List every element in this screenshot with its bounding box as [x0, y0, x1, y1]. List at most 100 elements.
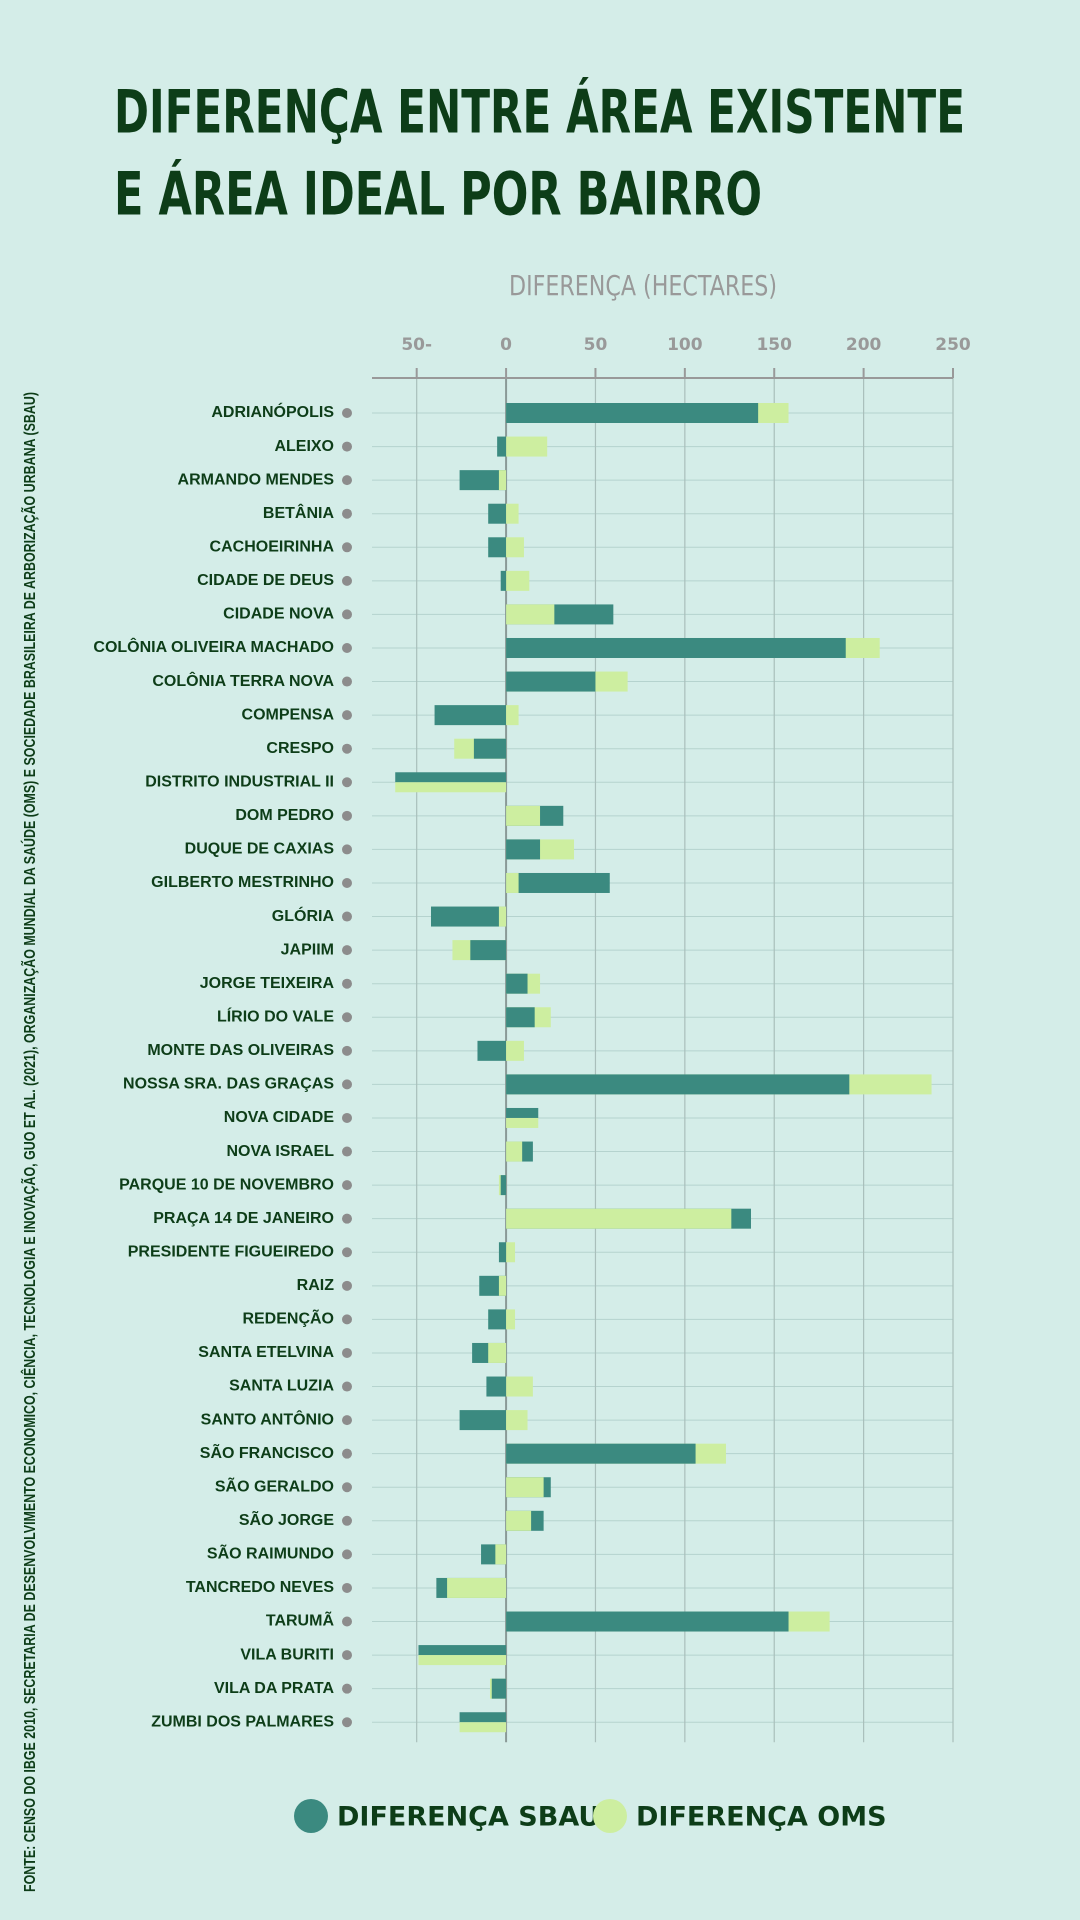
- legend-swatch: [294, 1799, 328, 1833]
- bar: [506, 1376, 533, 1397]
- bar: [491, 1678, 507, 1699]
- category-dot: [342, 1650, 352, 1661]
- x-tick-label: 100: [667, 335, 703, 355]
- bar: [506, 973, 528, 994]
- category-dot: [342, 1280, 352, 1291]
- bar: [395, 782, 507, 793]
- bar: [470, 940, 507, 961]
- category-label: SÃO GERALDO: [215, 1475, 334, 1495]
- category-dot: [342, 1112, 352, 1123]
- category-dot: [342, 609, 352, 620]
- category-label: CIDADE DE DEUS: [197, 572, 334, 589]
- category-dot: [342, 1180, 352, 1191]
- category-dot: [342, 508, 352, 519]
- category-label: REDENÇÃO: [242, 1308, 334, 1328]
- category-dot: [342, 1448, 352, 1459]
- category-dot: [342, 810, 352, 821]
- category-dot: [342, 911, 352, 922]
- category-dot: [342, 575, 352, 586]
- bar: [506, 705, 519, 726]
- category-label: CRESPO: [266, 740, 334, 757]
- x-tick-label: 250: [935, 335, 971, 355]
- bar: [506, 1309, 516, 1330]
- category-dot: [342, 1247, 352, 1258]
- category-label: LÍRIO DO VALE: [217, 1006, 334, 1025]
- bar: [506, 1510, 532, 1531]
- category-label: JORGE TEIXEIRA: [200, 975, 335, 992]
- category-label: RAIZ: [297, 1277, 335, 1294]
- category-label: ARMANDO MENDES: [178, 471, 335, 488]
- category-dot: [342, 945, 352, 956]
- category-dot: [342, 676, 352, 687]
- category-dot: [342, 1683, 352, 1694]
- bar: [506, 1074, 850, 1095]
- category-dot: [342, 542, 352, 553]
- axis-title: DIFERENÇA (HECTARES): [509, 269, 777, 302]
- category-label: MONTE DAS OLIVEIRAS: [147, 1042, 334, 1059]
- category-dot: [342, 1415, 352, 1426]
- category-dot: [342, 1616, 352, 1627]
- category-dot: [342, 710, 352, 721]
- category-label: DISTRITO INDUSTRIAL II: [145, 773, 334, 790]
- category-label: COLÔNIA OLIVEIRA MACHADO: [93, 637, 334, 656]
- category-dot: [342, 1314, 352, 1325]
- category-label: PARQUE 10 DE NOVEMBRO: [119, 1176, 334, 1193]
- bar: [506, 570, 530, 591]
- bar: [506, 1117, 539, 1128]
- legend-swatch: [593, 1799, 627, 1833]
- category-label: PRAÇA 14 DE JANEIRO: [153, 1210, 334, 1227]
- bar: [495, 1544, 507, 1565]
- x-tick-label: 200: [846, 335, 882, 355]
- bar: [506, 872, 610, 893]
- legend-label: DIFERENÇA SBAU: [337, 1802, 600, 1833]
- category-dot: [342, 978, 352, 989]
- category-label: COMPENSA: [242, 706, 335, 723]
- category-dot: [342, 1549, 352, 1560]
- category-label: ZUMBI DOS PALMARES: [151, 1713, 334, 1730]
- bar: [506, 1611, 789, 1632]
- bar: [459, 1410, 507, 1431]
- bar: [430, 906, 507, 927]
- category-dot: [342, 844, 352, 855]
- bar: [488, 1309, 507, 1330]
- chart-title: DIFERENÇA ENTRE ÁREA EXISTENTE: [114, 77, 965, 148]
- category-label: TARUMÃ: [266, 1610, 335, 1630]
- bar: [500, 1175, 507, 1196]
- bar: [506, 1242, 516, 1263]
- category-dot: [342, 743, 352, 754]
- bar: [506, 637, 846, 658]
- bar: [498, 1275, 507, 1296]
- legend-label: DIFERENÇA OMS: [636, 1802, 887, 1833]
- bar: [506, 1007, 535, 1028]
- category-label: DUQUE DE CAXIAS: [185, 841, 335, 858]
- bar: [500, 570, 507, 591]
- bar: [395, 772, 507, 783]
- bar: [506, 1040, 524, 1061]
- category-dot: [342, 1045, 352, 1056]
- bar: [498, 906, 507, 927]
- category-dot: [342, 1012, 352, 1023]
- category-dot: [342, 441, 352, 452]
- category-dot: [342, 475, 352, 486]
- bar: [498, 1242, 507, 1263]
- category-label: DOM PEDRO: [235, 807, 334, 824]
- bar: [506, 805, 541, 826]
- bar: [506, 604, 555, 625]
- category-label: SANTO ANTÔNIO: [201, 1409, 334, 1428]
- bar: [506, 1477, 544, 1498]
- bar: [506, 436, 548, 457]
- category-dot: [342, 1582, 352, 1593]
- category-label: NOVA ISRAEL: [226, 1143, 334, 1160]
- category-label: SÃO RAIMUNDO: [207, 1543, 334, 1563]
- bar: [488, 503, 507, 524]
- bar: [434, 705, 507, 726]
- category-label: CACHOEIRINHA: [210, 538, 335, 555]
- category-label: VILA DA PRATA: [214, 1680, 334, 1697]
- bar: [506, 1410, 528, 1431]
- category-dot: [342, 1482, 352, 1493]
- bar: [447, 1577, 507, 1598]
- x-tick-label: 50-: [401, 335, 432, 355]
- bar: [506, 503, 519, 524]
- bar: [486, 1376, 507, 1397]
